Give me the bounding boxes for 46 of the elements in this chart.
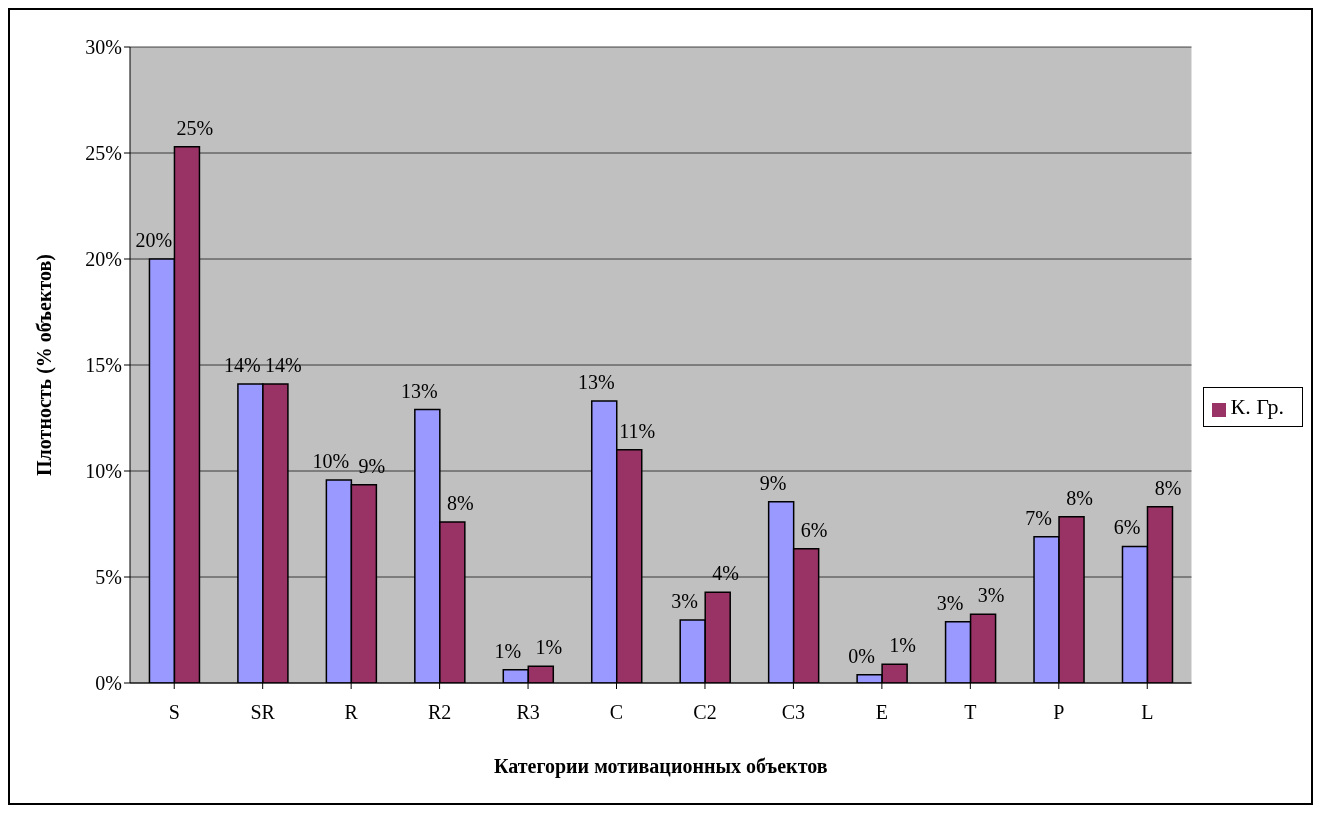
x-tick-label: E <box>875 701 888 724</box>
data-label: 11% <box>619 419 656 442</box>
x-tick-label: S <box>168 701 180 724</box>
x-tick-label: C <box>609 701 624 724</box>
x-tick-label: L <box>1141 701 1154 724</box>
data-label: 25% <box>176 116 214 139</box>
y-tick-label: 5% <box>95 566 122 589</box>
data-label: 7% <box>1025 506 1052 529</box>
x-tick-label: C2 <box>693 701 717 724</box>
y-tick-label: 15% <box>85 354 122 377</box>
data-label: 8% <box>447 491 474 514</box>
data-label: 3% <box>936 591 964 614</box>
x-tick-label: C3 <box>781 701 806 724</box>
data-label: 13% <box>577 371 615 394</box>
data-label: 1% <box>535 636 563 659</box>
x-tick-label: SR <box>250 701 276 724</box>
data-label: 6% <box>1113 516 1141 539</box>
data-label: 9% <box>358 454 386 477</box>
y-tick-label: 20% <box>85 248 122 271</box>
x-tick-label: R <box>344 701 359 724</box>
data-label: 9% <box>759 471 787 494</box>
y-tick-label: 30% <box>85 36 122 59</box>
legend-label: К. Гр. <box>1230 393 1284 419</box>
data-label: 3% <box>977 584 1005 607</box>
y-tick-label: 10% <box>85 460 122 483</box>
y-tick-label: 0% <box>95 672 122 695</box>
y-axis-title: Плотность (% объектов) <box>33 254 57 476</box>
data-label: 0% <box>848 644 875 667</box>
data-label: 10% <box>312 450 350 473</box>
x-tick-label: P <box>1053 701 1065 724</box>
x-axis-title: Категории мотивационных объектов <box>493 755 828 778</box>
x-tick-label: T <box>964 701 977 724</box>
data-label: 4% <box>712 562 740 585</box>
data-label: 1% <box>889 634 916 657</box>
x-tick-label: R3 <box>516 701 540 724</box>
y-tick-label: 25% <box>85 142 122 165</box>
data-label: 3% <box>671 590 699 613</box>
data-label: 13% <box>401 379 438 402</box>
data-label: 8% <box>1154 476 1182 499</box>
data-label: 14% <box>224 354 261 377</box>
data-label: 6% <box>800 518 828 541</box>
data-label: 8% <box>1066 486 1093 509</box>
data-label: 14% <box>265 354 302 377</box>
x-tick-label: R2 <box>427 701 452 724</box>
data-label: 20% <box>135 229 173 251</box>
data-label: 1% <box>494 639 522 662</box>
